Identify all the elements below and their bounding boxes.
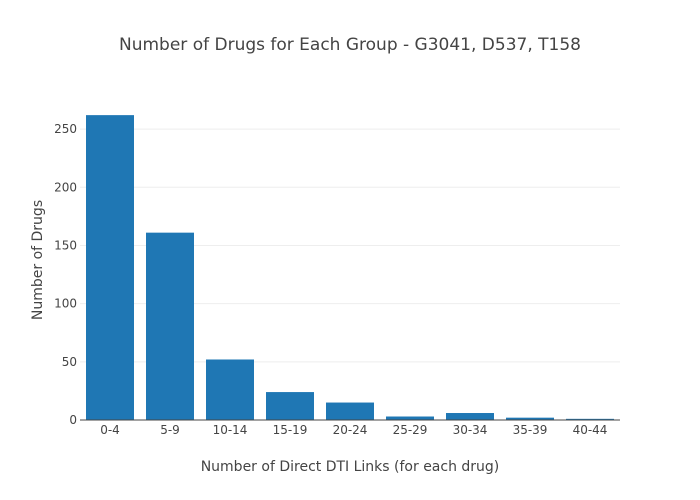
bar-40-44[interactable] [566, 418, 614, 420]
bar-15-19[interactable] [266, 392, 314, 420]
bar-10-14[interactable] [206, 359, 254, 420]
y-axis-ticks: 0 50 100 150 200 250 [54, 122, 77, 427]
y-tick-label: 150 [54, 238, 77, 252]
x-axis-ticks: 0-4 5-9 10-14 15-19 20-24 25-29 30-34 35-39 40-4… [100, 423, 607, 437]
bar-35-39[interactable] [506, 417, 554, 420]
bar-25-29[interactable] [386, 416, 434, 420]
y-axis-title: Number of Drugs [30, 200, 46, 320]
bar-20-24[interactable] [326, 402, 374, 420]
x-tick-label: 0-4 [100, 423, 120, 437]
y-tick-label: 100 [54, 297, 77, 311]
y-tick-label: 50 [62, 355, 77, 369]
bar-30-34[interactable] [446, 413, 494, 420]
bar-0-4[interactable] [86, 115, 134, 421]
x-tick-label: 10-14 [213, 423, 248, 437]
bars [86, 115, 614, 421]
bar-5-9[interactable] [146, 232, 194, 420]
chart-title: Number of Drugs for Each Group - G3041, … [119, 35, 581, 55]
x-tick-label: 35-39 [513, 423, 548, 437]
y-tick-label: 200 [54, 180, 77, 194]
x-tick-label: 15-19 [273, 423, 308, 437]
x-tick-label: 5-9 [160, 423, 180, 437]
x-tick-label: 40-44 [573, 423, 608, 437]
x-tick-label: 30-34 [453, 423, 488, 437]
x-axis-title: Number of Direct DTI Links (for each dru… [201, 459, 500, 475]
y-tick-label: 0 [69, 413, 77, 427]
x-tick-label: 20-24 [333, 423, 368, 437]
y-tick-label: 250 [54, 122, 77, 136]
x-tick-label: 25-29 [393, 423, 428, 437]
